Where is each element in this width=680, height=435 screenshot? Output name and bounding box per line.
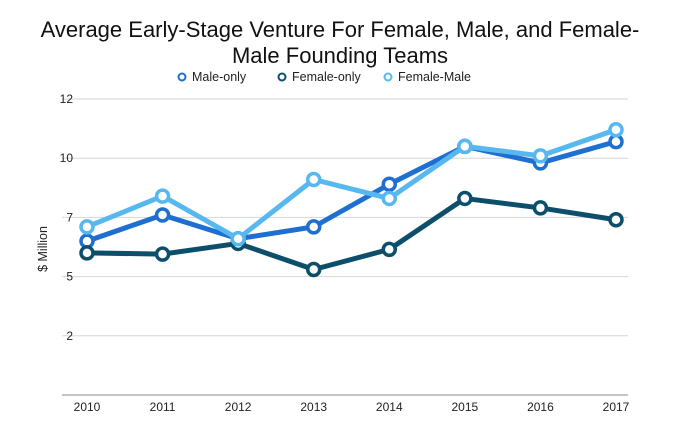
data-point: [457, 138, 473, 155]
x-tick-label: 2011: [150, 400, 176, 414]
x-tick-label: 2014: [376, 400, 403, 414]
y-axis-label: $ Million: [36, 226, 50, 272]
y-tick-label: 5: [66, 270, 73, 284]
series-female-male: [79, 122, 624, 247]
x-tick-label: 2015: [452, 400, 479, 414]
x-tick-label: 2010: [74, 400, 101, 414]
legend-marker: [383, 72, 393, 82]
x-tick-label: 2013: [300, 400, 327, 414]
legend: Male-only Female-only Female-Male: [177, 70, 471, 84]
y-tick-label: 10: [60, 151, 74, 165]
data-point: [305, 261, 322, 278]
legend-label: Female-only: [292, 70, 362, 84]
series-line: [84, 195, 619, 272]
gridlines: [62, 98, 628, 396]
data-point: [381, 241, 398, 258]
data-point: [608, 122, 624, 138]
x-tick-label: 2017: [603, 400, 630, 414]
series-line: [84, 139, 619, 244]
series-line: [84, 127, 619, 242]
legend-marker: [177, 72, 187, 82]
data-point: [305, 171, 322, 188]
y-tick-label: 7: [66, 210, 73, 224]
data-point: [381, 190, 398, 207]
y-tick-label: 12: [60, 92, 74, 106]
data-point: [154, 188, 171, 204]
data-point: [381, 176, 398, 192]
y-tick-label: 2: [66, 329, 73, 343]
y-axis-ticks: 2 5 7 10 12: [60, 92, 74, 343]
legend-label: Male-only: [192, 70, 247, 84]
data-point: [79, 245, 95, 261]
chart-title-line-2: Male Founding Teams: [232, 43, 448, 68]
data-point: [154, 246, 171, 262]
data-point: [154, 207, 171, 223]
data-point: [457, 190, 473, 207]
data-point: [305, 219, 322, 235]
data-point: [230, 230, 246, 247]
data-point: [608, 212, 624, 228]
legend-marker: [277, 72, 287, 82]
data-point: [532, 200, 549, 216]
legend-label: Female-Male: [398, 70, 471, 84]
x-axis-ticks: 2010 2011 2012 2013 2014 2015 2016 2017: [74, 400, 630, 414]
x-tick-label: 2012: [225, 400, 252, 414]
series-group: [79, 122, 624, 278]
x-tick-label: 2016: [527, 400, 554, 414]
chart-title-line-1: Average Early-Stage Venture For Female, …: [41, 17, 640, 42]
data-point: [79, 219, 95, 235]
data-point: [532, 148, 549, 164]
